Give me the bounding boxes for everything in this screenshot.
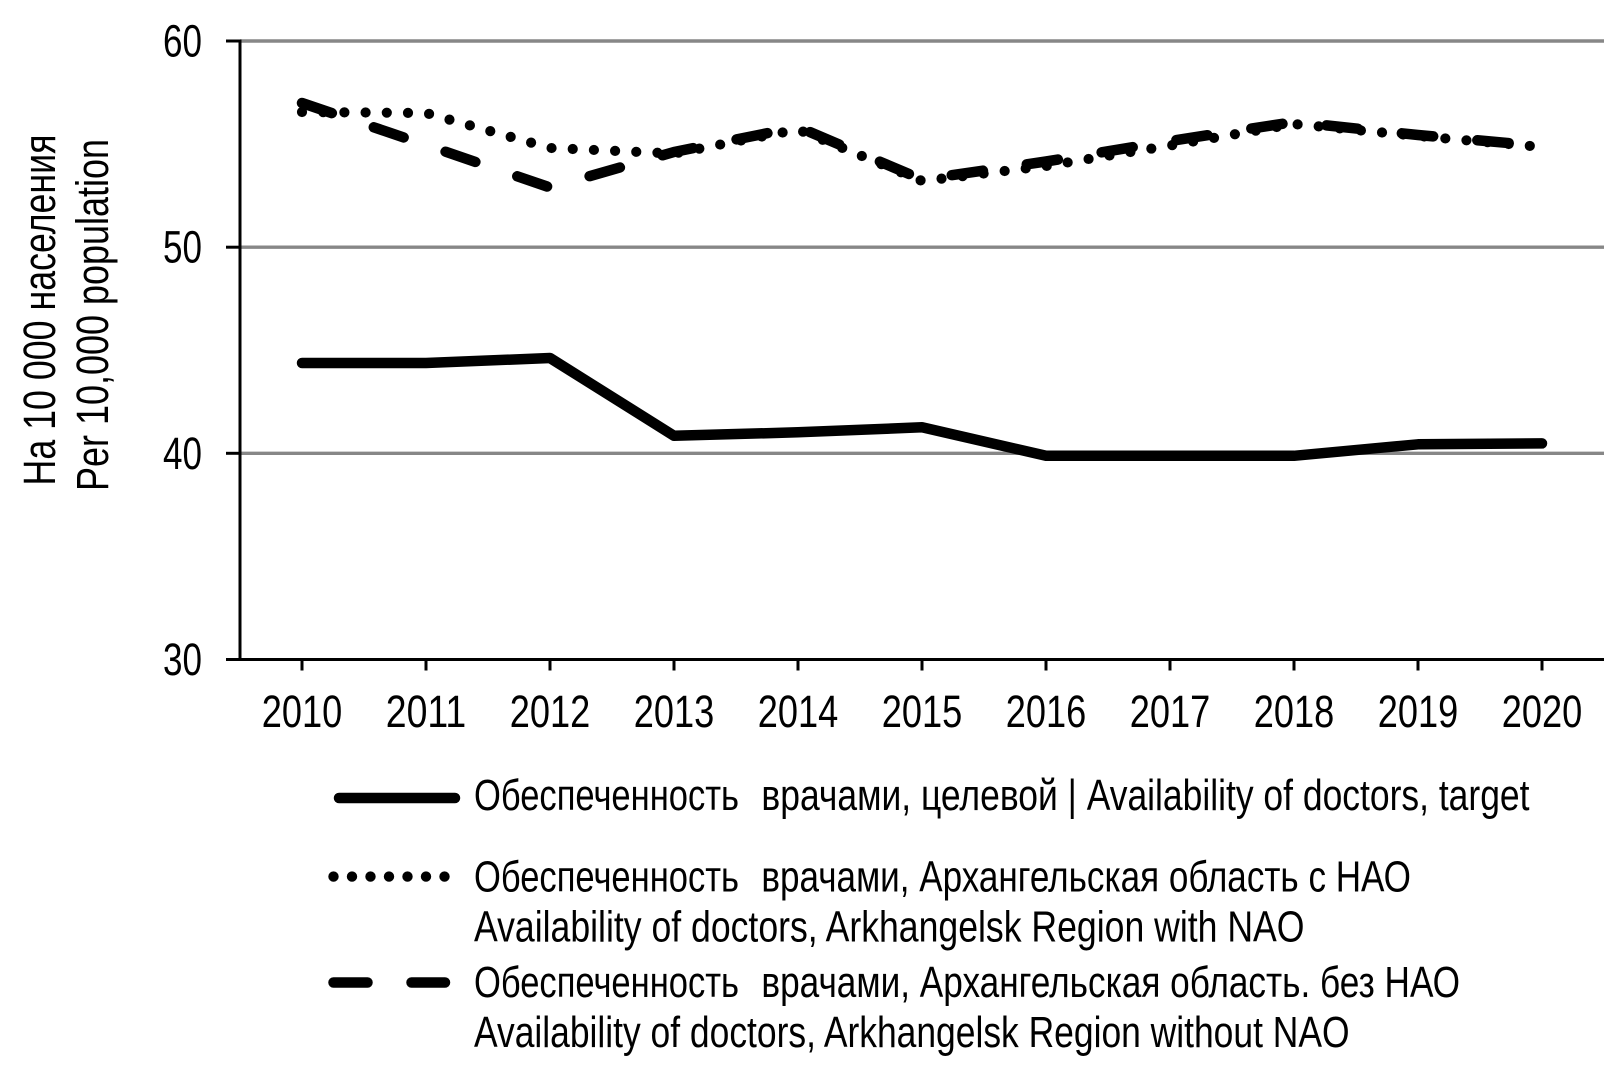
svg-text:Обеспеченность: Обеспеченность — [474, 770, 739, 820]
svg-text:Availability of doctors, Arkha: Availability of doctors, Arkhangelsk Reg… — [474, 901, 1305, 951]
svg-text:Обеспеченность: Обеспеченность — [474, 851, 739, 901]
svg-text:врачами, Архангельская область: врачами, Архангельская область с НАО — [761, 851, 1411, 901]
svg-text:50: 50 — [163, 222, 202, 273]
svg-text:40: 40 — [163, 428, 202, 479]
svg-text:2014: 2014 — [758, 686, 838, 737]
svg-text:врачами, целевой | Availabilit: врачами, целевой | Availability of docto… — [761, 770, 1529, 820]
svg-text:2017: 2017 — [1130, 686, 1210, 737]
svg-text:Per 10,000 population: Per 10,000 population — [67, 139, 118, 491]
svg-text:Обеспеченность: Обеспеченность — [474, 957, 739, 1007]
svg-text:30: 30 — [163, 634, 202, 685]
svg-text:60: 60 — [163, 15, 202, 66]
svg-text:врачами, Архангельская область: врачами, Архангельская область. без НАО — [761, 957, 1460, 1007]
svg-text:2013: 2013 — [634, 686, 714, 737]
svg-text:2010: 2010 — [262, 686, 342, 737]
svg-text:2012: 2012 — [510, 686, 590, 737]
svg-text:2015: 2015 — [882, 686, 962, 737]
svg-text:2016: 2016 — [1006, 686, 1086, 737]
svg-text:2011: 2011 — [386, 686, 466, 737]
svg-text:2018: 2018 — [1254, 686, 1334, 737]
svg-text:2020: 2020 — [1502, 686, 1582, 737]
svg-text:2019: 2019 — [1378, 686, 1458, 737]
svg-text:Availability of doctors, Arkha: Availability of doctors, Arkhangelsk Reg… — [474, 1007, 1350, 1057]
svg-text:На 10 000 населения: На 10 000 населения — [14, 134, 65, 485]
